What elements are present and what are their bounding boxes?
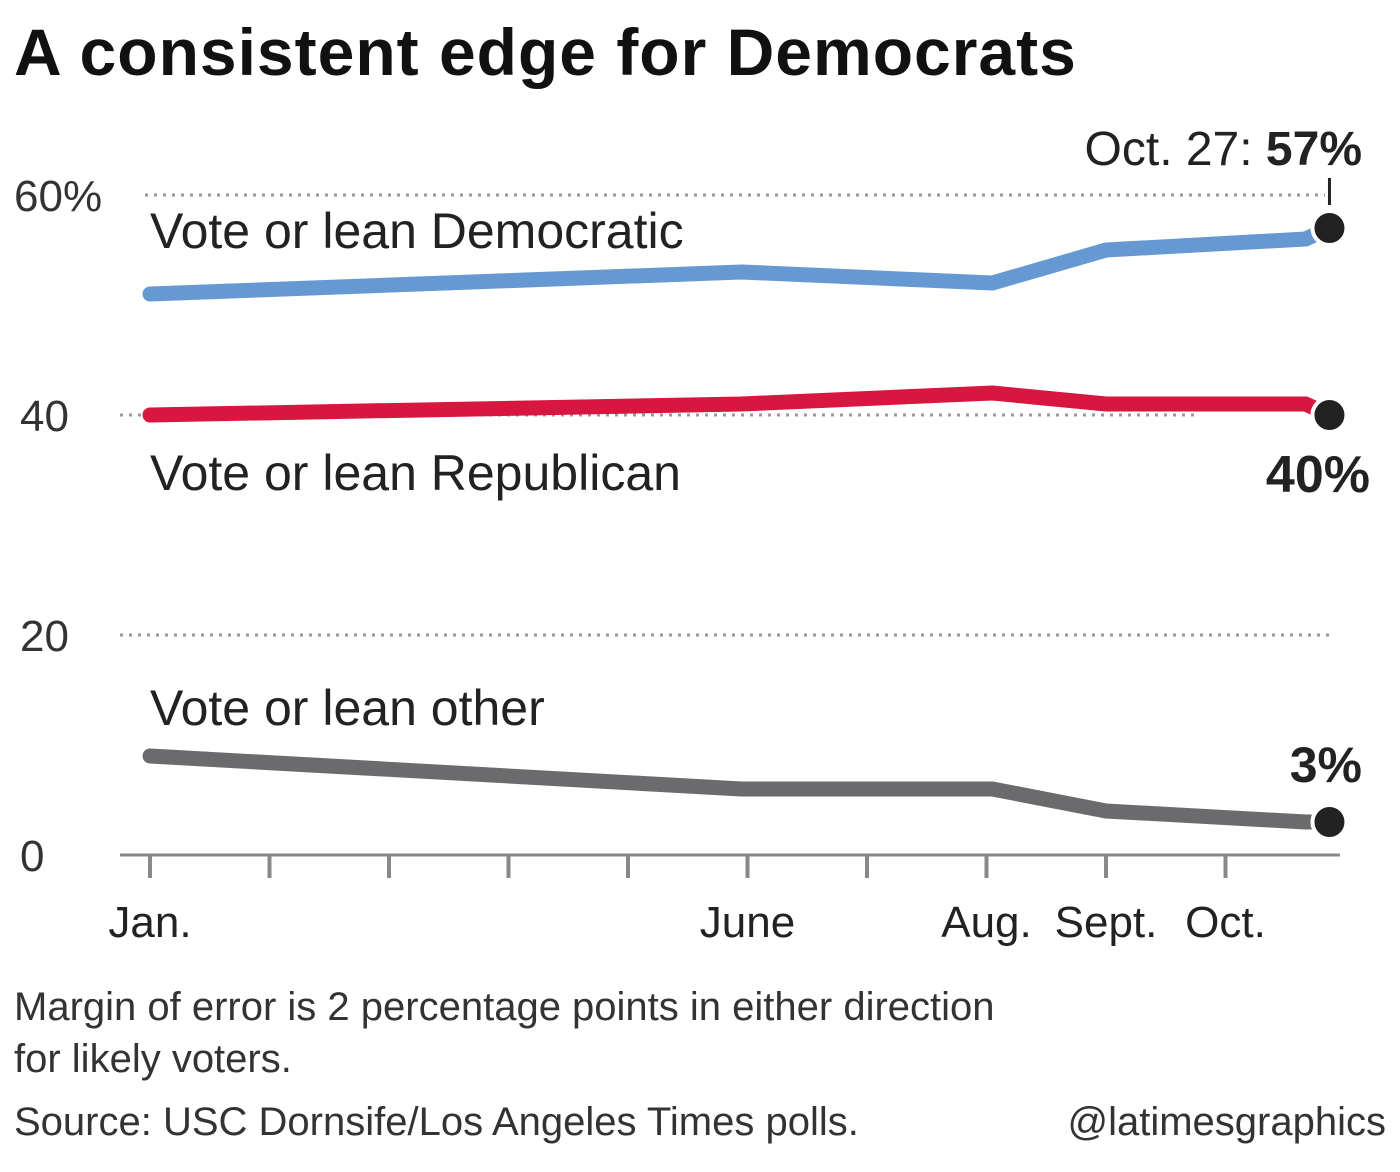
x-tick-label: Jan. [108, 898, 191, 947]
line-chart: 0 20 40 60% Jan. June Aug. Sept. Oct. Vote or lea… [14, 123, 1370, 947]
endpoint-marker [1310, 803, 1349, 841]
endpoint-marker [1310, 396, 1349, 434]
footnote-line-2: for likely voters. [14, 1037, 292, 1081]
x-tick-label: June [700, 898, 795, 947]
credit: @latimesgraphics [1067, 1100, 1387, 1144]
series-label: Vote or lean Democratic [150, 203, 684, 259]
annotation-democratic: Oct. 27: 57% [1085, 123, 1362, 176]
source-note: Source: USC Dornsife/Los Angeles Times p… [14, 1100, 859, 1144]
annotation-other: 3% [1290, 737, 1362, 793]
y-tick-label: 40 [20, 392, 69, 441]
y-tick-label: 60% [14, 172, 102, 221]
annotation-date: Oct. 27: [1085, 123, 1266, 176]
y-tick-label: 0 [20, 832, 44, 881]
series-line-2 [142, 748, 1337, 830]
footnote-line-1: Margin of error is 2 percentage points i… [14, 985, 995, 1029]
series-line-0 [142, 220, 1337, 302]
x-tick-label: Aug. [941, 898, 1032, 947]
annotation-value: 57% [1266, 123, 1362, 176]
x-tick-label: Oct. [1185, 898, 1266, 947]
endpoint-marker [1310, 209, 1349, 247]
series-line-1 [142, 385, 1337, 423]
series-label: Vote or lean other [150, 680, 545, 736]
annotation-republican: 40% [1266, 446, 1370, 504]
x-tick-label: Sept. [1055, 898, 1158, 947]
series-label: Vote or lean Republican [150, 445, 681, 501]
chart-title: A consistent edge for Democrats [14, 15, 1077, 89]
y-tick-label: 20 [20, 612, 69, 661]
